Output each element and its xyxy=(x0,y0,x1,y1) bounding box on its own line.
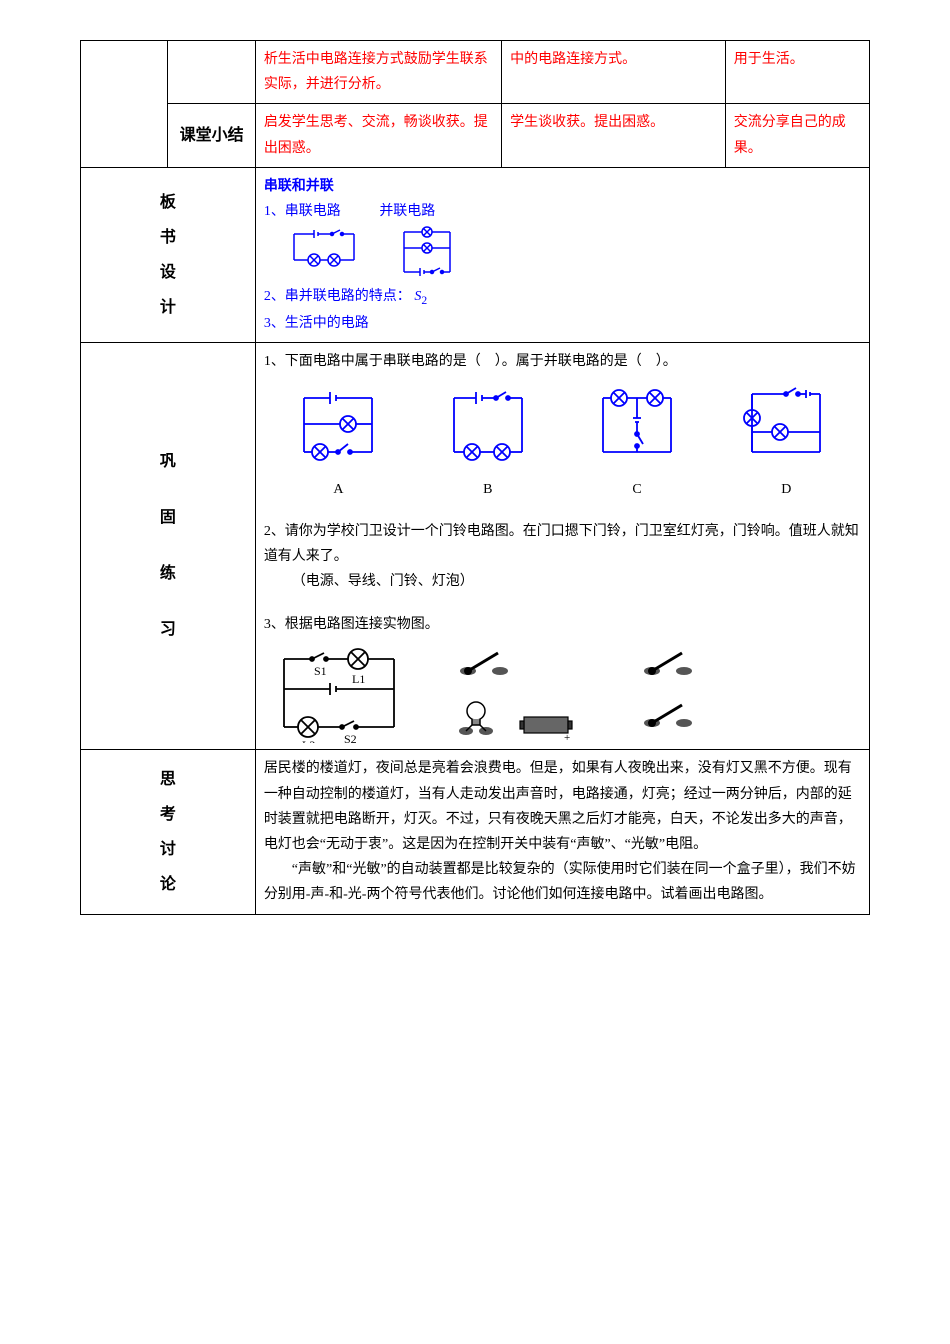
battery-component-icon: + xyxy=(518,711,578,741)
svg-text:+: + xyxy=(564,732,570,741)
circuit-b: B xyxy=(440,384,536,502)
q2-text-b: （电源、导线、门铃、灯泡） xyxy=(264,569,861,594)
row3-title: 串联和并联 xyxy=(264,174,861,199)
switch-component-icon xyxy=(454,645,514,679)
row2-col-c: 交流分享自己的成果。 xyxy=(725,104,869,167)
row5-p1: 居民楼的楼道灯，夜间总是亮着会浪费电。但是，如果有人夜晚出来，没有灯又黑不方便。… xyxy=(264,756,861,857)
q2-text-a: 2、请你为学校门卫设计一个门铃电路图。在门口摁下门铃，门卫室红灯亮，门铃响。值班… xyxy=(264,519,861,569)
q3-s2-label: S2 xyxy=(344,732,357,743)
switch-component-icon xyxy=(638,697,698,731)
circuit-d-label: D xyxy=(738,477,834,502)
row4-content: 1、下面电路中属于串联电路的是（ ）。属于并联电路的是（ ）。 xyxy=(255,343,869,750)
q3-schematic: S1 L1 L2 S2 xyxy=(264,643,414,743)
row3-label: 板 书 设 计 xyxy=(81,167,256,342)
circuit-a: A xyxy=(290,384,386,502)
row5-label: 思 考 讨 论 xyxy=(81,750,256,914)
q3-row: S1 L1 L2 S2 xyxy=(264,643,861,743)
row2-text-b: 学生谈收获。提出困惑。 xyxy=(510,115,664,130)
row1-label-empty xyxy=(168,41,255,104)
series-circuit-icon xyxy=(284,224,364,272)
row1-col-b: 中的电路连接方式。 xyxy=(502,41,726,104)
row5-content: 居民楼的楼道灯，夜间总是亮着会浪费电。但是，如果有人夜晚出来，没有灯又黑不方便。… xyxy=(255,750,869,914)
row3-line2: 2、串并联电路的特点： S2 xyxy=(264,284,861,311)
q3-s1-label: S1 xyxy=(314,664,327,678)
row3-content: 串联和并联 1、串联电路 并联电路 xyxy=(255,167,869,342)
row1-text-b: 中的电路连接方式。 xyxy=(510,52,636,67)
circuit-c-svg xyxy=(589,384,685,464)
row2-col-a: 启发学生思考、交流，畅谈收获。提出困惑。 xyxy=(255,104,501,167)
parallel-circuit-icon xyxy=(394,224,464,284)
lesson-plan-table: 析生活中电路连接方式鼓励学生联系实际，并进行分析。 中的电路连接方式。 用于生活… xyxy=(80,40,870,915)
q1-circuits: A xyxy=(264,384,861,502)
table-row: 板 书 设 计 串联和并联 1、串联电路 并联电路 xyxy=(81,167,870,342)
row1-text-a: 析生活中电路连接方式鼓励学生联系实际，并进行分析。 xyxy=(264,52,488,92)
q1-text: 1、下面电路中属于串联电路的是（ ）。属于并联电路的是（ ）。 xyxy=(264,349,861,374)
bulb-component-icon xyxy=(454,697,498,741)
circuit-b-label: B xyxy=(440,477,536,502)
row3-line1: 1、串联电路 并联电路 xyxy=(264,199,861,224)
table-row: 巩 固 练 习 1、下面电路中属于串联电路的是（ ）。属于并联电路的是（ ）。 xyxy=(81,343,870,750)
row2-label: 课堂小结 xyxy=(168,104,255,167)
circuit-a-svg xyxy=(290,384,386,464)
row2-text-a: 启发学生思考、交流，畅谈收获。提出困惑。 xyxy=(264,115,488,155)
circuit-d: D xyxy=(738,384,834,502)
table-row: 析生活中电路连接方式鼓励学生联系实际，并进行分析。 中的电路连接方式。 用于生活… xyxy=(81,41,870,104)
table-row: 思 考 讨 论 居民楼的楼道灯，夜间总是亮着会浪费电。但是，如果有人夜晚出来，没… xyxy=(81,750,870,914)
row3-line3: 3、生活中的电路 xyxy=(264,311,861,336)
circuit-d-svg xyxy=(738,384,834,464)
row2-text-c: 交流分享自己的成果。 xyxy=(734,115,846,155)
left-stub xyxy=(81,41,168,168)
q3-l1-label: L1 xyxy=(352,672,365,686)
q3-l2-label: L2 xyxy=(302,738,315,743)
row1-col-a: 析生活中电路连接方式鼓励学生联系实际，并进行分析。 xyxy=(255,41,501,104)
circuit-c-label: C xyxy=(589,477,685,502)
row2-col-b: 学生谈收获。提出困惑。 xyxy=(502,104,726,167)
circuit-c: C xyxy=(589,384,685,502)
row4-label: 巩 固 练 习 xyxy=(81,343,256,750)
circuit-a-label: A xyxy=(290,477,386,502)
switch-component-icon xyxy=(638,645,698,679)
page-container: 析生活中电路连接方式鼓励学生联系实际，并进行分析。 中的电路连接方式。 用于生活… xyxy=(80,40,870,915)
q3-text: 3、根据电路图连接实物图。 xyxy=(264,612,861,637)
q3-components: + xyxy=(454,645,762,741)
row5-p2: “声敏”和“光敏”的自动装置都是比较复杂的（实际使用时它们装在同一个盒子里），我… xyxy=(264,857,861,907)
row1-col-c: 用于生活。 xyxy=(725,41,869,104)
row3-diagrams xyxy=(284,224,861,284)
circuit-b-svg xyxy=(440,384,536,464)
table-row: 课堂小结 启发学生思考、交流，畅谈收获。提出困惑。 学生谈收获。提出困惑。 交流… xyxy=(81,104,870,167)
row1-text-c: 用于生活。 xyxy=(734,52,804,67)
